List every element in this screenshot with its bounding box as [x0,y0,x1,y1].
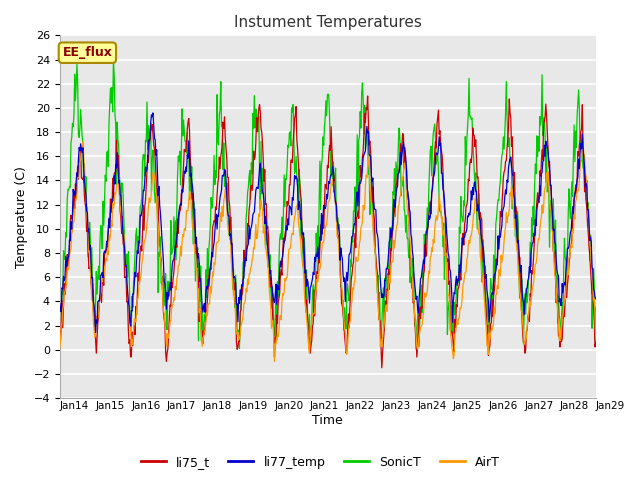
Text: EE_flux: EE_flux [63,46,113,59]
Y-axis label: Temperature (C): Temperature (C) [15,166,28,268]
Legend: li75_t, li77_temp, SonicT, AirT: li75_t, li77_temp, SonicT, AirT [136,451,504,474]
Title: Instument Temperatures: Instument Temperatures [234,15,422,30]
X-axis label: Time: Time [312,414,343,427]
